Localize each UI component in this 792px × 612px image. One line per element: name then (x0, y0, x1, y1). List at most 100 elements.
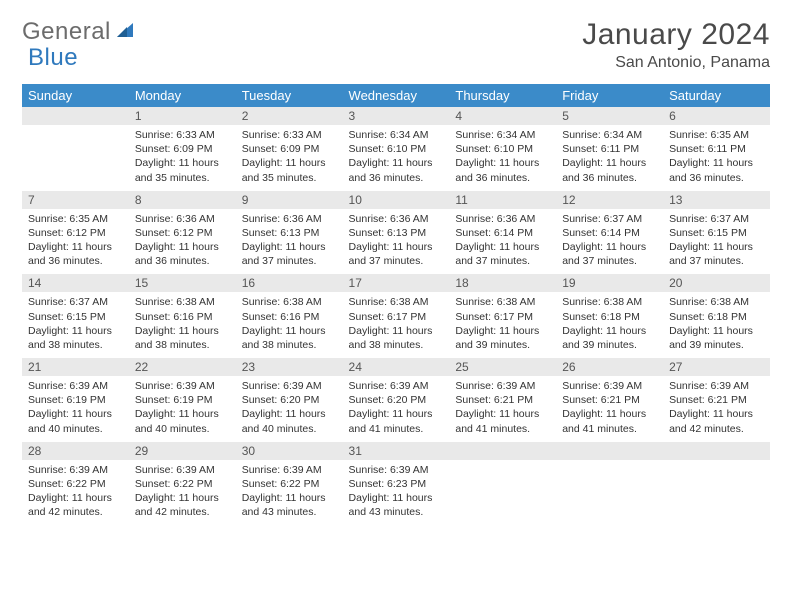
day-number-row: 78910111213 (22, 191, 770, 209)
day-content-cell: Sunrise: 6:39 AMSunset: 6:22 PMDaylight:… (129, 460, 236, 526)
day-number-cell: 9 (236, 191, 343, 209)
empty-day-content (22, 125, 129, 183)
day-number: 13 (663, 191, 770, 209)
day-content-cell: Sunrise: 6:38 AMSunset: 6:18 PMDaylight:… (556, 292, 663, 358)
day-details: Sunrise: 6:39 AMSunset: 6:21 PMDaylight:… (556, 376, 663, 442)
day-number-cell: 8 (129, 191, 236, 209)
day-content-cell: Sunrise: 6:35 AMSunset: 6:12 PMDaylight:… (22, 209, 129, 275)
day-number: 20 (663, 274, 770, 292)
day-content-cell: Sunrise: 6:37 AMSunset: 6:14 PMDaylight:… (556, 209, 663, 275)
logo-text-blue: Blue (28, 44, 78, 71)
day-details: Sunrise: 6:39 AMSunset: 6:21 PMDaylight:… (449, 376, 556, 442)
day-number-cell: 24 (343, 358, 450, 376)
header: General January 2024 San Antonio, Panama (22, 18, 770, 72)
empty-day-number (449, 442, 556, 460)
day-number-cell: 29 (129, 442, 236, 460)
day-details: Sunrise: 6:39 AMSunset: 6:20 PMDaylight:… (343, 376, 450, 442)
weekday-header: Thursday (449, 84, 556, 107)
day-content-cell: Sunrise: 6:39 AMSunset: 6:21 PMDaylight:… (449, 376, 556, 442)
day-details: Sunrise: 6:39 AMSunset: 6:22 PMDaylight:… (22, 460, 129, 526)
day-number-row: 28293031 (22, 442, 770, 460)
day-number-cell (22, 107, 129, 125)
day-details: Sunrise: 6:38 AMSunset: 6:17 PMDaylight:… (343, 292, 450, 358)
weekday-header: Tuesday (236, 84, 343, 107)
day-number-cell: 27 (663, 358, 770, 376)
day-details: Sunrise: 6:37 AMSunset: 6:14 PMDaylight:… (556, 209, 663, 275)
day-content-row: Sunrise: 6:37 AMSunset: 6:15 PMDaylight:… (22, 292, 770, 358)
day-number-cell: 28 (22, 442, 129, 460)
day-number: 15 (129, 274, 236, 292)
day-number-cell (663, 442, 770, 460)
day-content-cell: Sunrise: 6:39 AMSunset: 6:19 PMDaylight:… (22, 376, 129, 442)
calendar-head: SundayMondayTuesdayWednesdayThursdayFrid… (22, 84, 770, 107)
empty-day-content (556, 460, 663, 518)
day-number-cell: 22 (129, 358, 236, 376)
day-details: Sunrise: 6:33 AMSunset: 6:09 PMDaylight:… (236, 125, 343, 191)
day-number-cell: 14 (22, 274, 129, 292)
day-number: 21 (22, 358, 129, 376)
calendar-table: SundayMondayTuesdayWednesdayThursdayFrid… (22, 84, 770, 525)
day-details: Sunrise: 6:35 AMSunset: 6:12 PMDaylight:… (22, 209, 129, 275)
day-details: Sunrise: 6:39 AMSunset: 6:21 PMDaylight:… (663, 376, 770, 442)
day-content-cell: Sunrise: 6:34 AMSunset: 6:10 PMDaylight:… (449, 125, 556, 191)
day-number-cell: 19 (556, 274, 663, 292)
day-number-cell: 1 (129, 107, 236, 125)
day-content-cell: Sunrise: 6:38 AMSunset: 6:17 PMDaylight:… (449, 292, 556, 358)
day-number-cell: 16 (236, 274, 343, 292)
day-number: 31 (343, 442, 450, 460)
day-content-cell: Sunrise: 6:39 AMSunset: 6:21 PMDaylight:… (663, 376, 770, 442)
day-number: 12 (556, 191, 663, 209)
day-number-cell: 3 (343, 107, 450, 125)
day-details: Sunrise: 6:34 AMSunset: 6:11 PMDaylight:… (556, 125, 663, 191)
weekday-header: Monday (129, 84, 236, 107)
day-number: 2 (236, 107, 343, 125)
day-number-cell: 2 (236, 107, 343, 125)
day-content-cell: Sunrise: 6:36 AMSunset: 6:14 PMDaylight:… (449, 209, 556, 275)
location: San Antonio, Panama (582, 54, 770, 72)
day-details: Sunrise: 6:38 AMSunset: 6:18 PMDaylight:… (556, 292, 663, 358)
day-details: Sunrise: 6:34 AMSunset: 6:10 PMDaylight:… (449, 125, 556, 191)
day-number-cell: 26 (556, 358, 663, 376)
day-number: 23 (236, 358, 343, 376)
day-content-cell: Sunrise: 6:38 AMSunset: 6:17 PMDaylight:… (343, 292, 450, 358)
day-number-cell: 7 (22, 191, 129, 209)
day-content-cell: Sunrise: 6:33 AMSunset: 6:09 PMDaylight:… (236, 125, 343, 191)
day-content-cell: Sunrise: 6:38 AMSunset: 6:16 PMDaylight:… (236, 292, 343, 358)
empty-day-number (556, 442, 663, 460)
day-details: Sunrise: 6:37 AMSunset: 6:15 PMDaylight:… (22, 292, 129, 358)
day-content-cell: Sunrise: 6:36 AMSunset: 6:13 PMDaylight:… (343, 209, 450, 275)
weekday-header: Saturday (663, 84, 770, 107)
day-number-cell: 25 (449, 358, 556, 376)
weekday-header: Friday (556, 84, 663, 107)
day-number-cell (449, 442, 556, 460)
day-number-cell: 6 (663, 107, 770, 125)
day-number: 6 (663, 107, 770, 125)
day-number-cell: 11 (449, 191, 556, 209)
day-details: Sunrise: 6:33 AMSunset: 6:09 PMDaylight:… (129, 125, 236, 191)
day-number: 28 (22, 442, 129, 460)
day-number-cell: 12 (556, 191, 663, 209)
day-content-cell: Sunrise: 6:36 AMSunset: 6:13 PMDaylight:… (236, 209, 343, 275)
day-number: 18 (449, 274, 556, 292)
day-number: 30 (236, 442, 343, 460)
day-content-row: Sunrise: 6:39 AMSunset: 6:19 PMDaylight:… (22, 376, 770, 442)
day-number: 8 (129, 191, 236, 209)
day-number-cell (556, 442, 663, 460)
day-number: 14 (22, 274, 129, 292)
day-number: 1 (129, 107, 236, 125)
day-details: Sunrise: 6:38 AMSunset: 6:16 PMDaylight:… (236, 292, 343, 358)
day-details: Sunrise: 6:39 AMSunset: 6:19 PMDaylight:… (22, 376, 129, 442)
day-content-row: Sunrise: 6:33 AMSunset: 6:09 PMDaylight:… (22, 125, 770, 191)
day-number: 16 (236, 274, 343, 292)
day-details: Sunrise: 6:36 AMSunset: 6:12 PMDaylight:… (129, 209, 236, 275)
day-number-cell: 31 (343, 442, 450, 460)
day-content-cell: Sunrise: 6:37 AMSunset: 6:15 PMDaylight:… (22, 292, 129, 358)
day-number: 3 (343, 107, 450, 125)
logo-sail-icon (115, 19, 137, 46)
day-content-cell: Sunrise: 6:39 AMSunset: 6:20 PMDaylight:… (343, 376, 450, 442)
day-content-cell: Sunrise: 6:39 AMSunset: 6:22 PMDaylight:… (22, 460, 129, 526)
day-details: Sunrise: 6:37 AMSunset: 6:15 PMDaylight:… (663, 209, 770, 275)
day-number: 24 (343, 358, 450, 376)
day-content-cell: Sunrise: 6:39 AMSunset: 6:20 PMDaylight:… (236, 376, 343, 442)
day-number: 5 (556, 107, 663, 125)
